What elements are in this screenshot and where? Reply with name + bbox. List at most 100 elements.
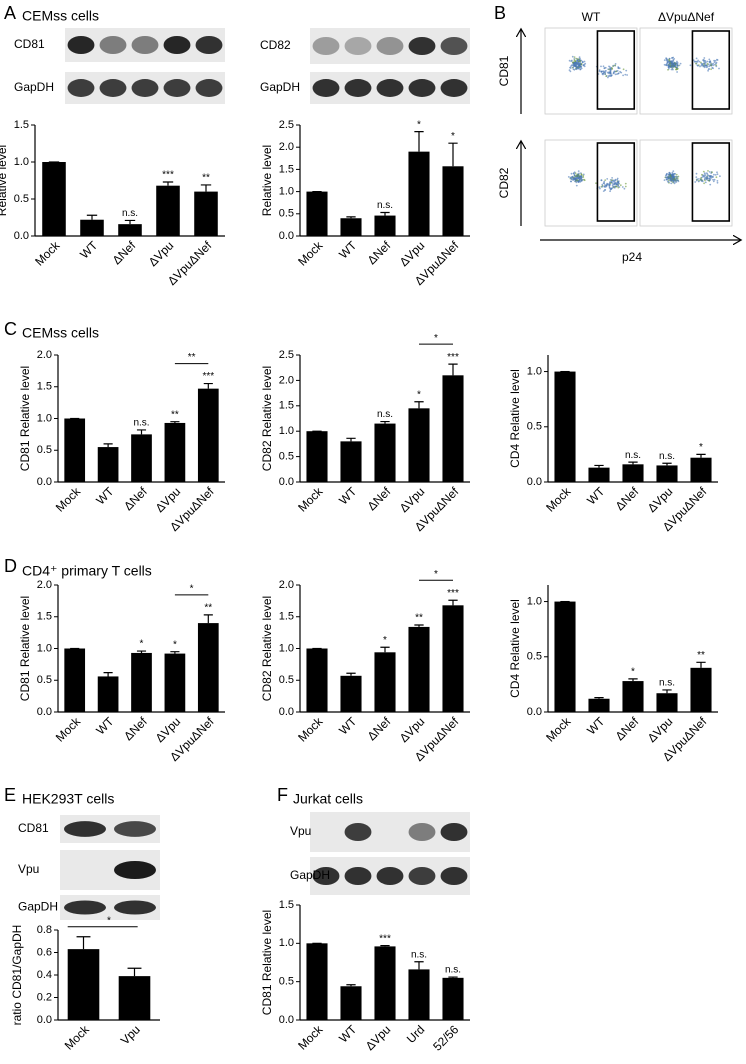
flow-gate bbox=[596, 30, 636, 110]
blot-label: Vpu bbox=[290, 824, 311, 838]
error-bar bbox=[414, 961, 424, 970]
y-axis-label: CD82 Relative level bbox=[260, 366, 274, 471]
flow-event bbox=[675, 175, 678, 178]
flow-event bbox=[581, 61, 584, 64]
bar bbox=[442, 166, 464, 236]
flow-event bbox=[701, 173, 703, 176]
y-axis-label: Relative level bbox=[0, 145, 9, 216]
y-tick-label: 0.4 bbox=[37, 969, 52, 981]
flow-event bbox=[616, 70, 619, 72]
blot-band bbox=[344, 867, 372, 885]
flow-event bbox=[675, 62, 677, 64]
flow-event bbox=[697, 180, 700, 183]
flow-event bbox=[665, 64, 667, 66]
flow-event bbox=[599, 187, 601, 190]
flow-event bbox=[580, 173, 583, 176]
flow-event bbox=[671, 176, 674, 178]
flow-event bbox=[570, 177, 573, 180]
panel-title: CEMss cells bbox=[22, 8, 99, 24]
flow-event bbox=[573, 62, 576, 64]
error-bar bbox=[346, 984, 356, 987]
error-bar bbox=[448, 363, 458, 376]
y-tick-label: 0.0 bbox=[14, 230, 29, 242]
bar bbox=[374, 423, 396, 482]
y-tick-label: 1.0 bbox=[279, 642, 294, 654]
error-bar bbox=[628, 461, 638, 465]
flow-event bbox=[570, 180, 572, 183]
flow-event bbox=[696, 179, 698, 182]
flow-event bbox=[610, 187, 613, 190]
significance-label: n.s. bbox=[377, 200, 393, 211]
x-tick-label: ΔNef bbox=[365, 238, 394, 267]
panel-letter: C bbox=[4, 319, 17, 339]
flow-event bbox=[621, 186, 624, 188]
blot-band bbox=[131, 79, 159, 97]
flow-event bbox=[602, 190, 605, 193]
x-tick-label: ΔNef bbox=[121, 714, 150, 743]
x-tick-label: WT bbox=[77, 238, 101, 262]
flow-event bbox=[713, 178, 716, 181]
blot-band bbox=[64, 900, 106, 915]
blot-band bbox=[163, 36, 191, 54]
flow-event bbox=[669, 178, 672, 180]
flow-event bbox=[705, 64, 708, 67]
panel-letter: A bbox=[4, 3, 16, 23]
flow-event bbox=[600, 65, 602, 68]
flow-event bbox=[570, 172, 573, 175]
flow-event bbox=[613, 181, 616, 184]
significance-label: ** bbox=[171, 409, 179, 420]
blot-label: GapDH bbox=[260, 80, 300, 94]
blot-band bbox=[99, 79, 127, 97]
flow-event bbox=[617, 180, 620, 183]
flow-event bbox=[575, 181, 578, 184]
x-tick-label: ΔVpu bbox=[645, 714, 676, 745]
significance-label: n.s. bbox=[659, 678, 675, 689]
flow-event bbox=[707, 174, 710, 177]
x-tick-label: Vpu bbox=[118, 1022, 143, 1047]
flow-event bbox=[673, 58, 676, 60]
flow-event bbox=[665, 174, 667, 177]
y-tick-label: 2.0 bbox=[279, 579, 294, 591]
flow-event bbox=[703, 59, 706, 62]
flow-event bbox=[600, 70, 603, 73]
flow-event bbox=[712, 178, 714, 181]
flow-event bbox=[607, 76, 609, 79]
blot-band bbox=[312, 79, 340, 97]
flow-event bbox=[572, 176, 574, 178]
flow-event bbox=[713, 59, 715, 62]
blot-label: CD82 bbox=[260, 38, 291, 52]
x-tick-label: ΔVpu bbox=[153, 484, 184, 515]
flow-event bbox=[572, 178, 575, 181]
flow-event bbox=[709, 60, 712, 63]
flow-event bbox=[673, 173, 675, 176]
flow-event bbox=[602, 73, 604, 76]
y-tick-label: 0.0 bbox=[527, 476, 542, 488]
blot-label: GapDH bbox=[18, 900, 58, 914]
flow-event bbox=[709, 183, 712, 186]
flow-event bbox=[703, 175, 706, 178]
flow-event bbox=[671, 57, 673, 59]
blot-label: CD81 bbox=[14, 37, 45, 51]
significance-label: * bbox=[699, 442, 703, 453]
flow-event bbox=[575, 57, 578, 60]
panel-title: Jurkat cells bbox=[293, 791, 363, 807]
y-tick-label: 0.0 bbox=[37, 1014, 52, 1026]
flow-event bbox=[675, 179, 678, 182]
flow-event bbox=[719, 175, 721, 178]
blot-band bbox=[440, 37, 468, 55]
flow-event bbox=[703, 57, 706, 59]
flow-event bbox=[711, 63, 713, 66]
flow-event bbox=[663, 179, 666, 182]
x-tick-label: Urd bbox=[404, 1022, 428, 1046]
bar bbox=[97, 447, 119, 482]
flow-event bbox=[666, 180, 669, 183]
blot-band bbox=[440, 867, 468, 885]
flow-event bbox=[705, 178, 708, 181]
y-tick-label: 0.0 bbox=[279, 1014, 294, 1026]
blot-band bbox=[376, 867, 404, 885]
flow-event bbox=[573, 171, 576, 174]
error-bar bbox=[103, 672, 113, 677]
bar bbox=[408, 969, 430, 1020]
x-tick-label: ΔVpu bbox=[397, 714, 428, 745]
flow-event bbox=[710, 175, 712, 178]
